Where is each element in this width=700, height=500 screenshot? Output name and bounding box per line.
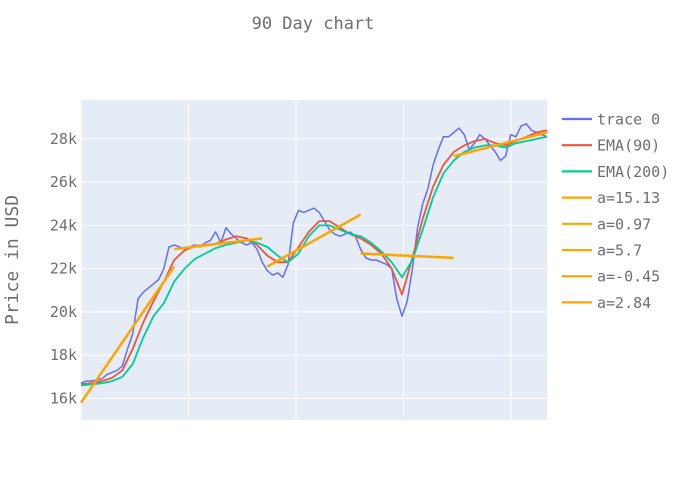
trend-lines-layer [79, 131, 548, 404]
legend-label[interactable]: a=15.13 [597, 189, 660, 207]
trend-line-5[interactable] [453, 131, 548, 158]
legend-label[interactable]: trace 0 [597, 111, 660, 129]
y-tick-label: 26k [50, 173, 77, 191]
legend-label[interactable]: a=5.7 [597, 242, 642, 260]
legend-label[interactable]: a=2.84 [597, 294, 651, 312]
trend-line-4[interactable] [360, 252, 454, 260]
y-tick-label: 18k [50, 346, 77, 364]
y-axis-ticks: 16k 18k 20k 22k 24k 26k 28k [50, 130, 77, 407]
legend: trace 0 EMA(90) EMA(200) a=15.13 a=0.97 a=5.7… [562, 111, 669, 312]
legend-label[interactable]: EMA(90) [597, 137, 660, 155]
series-line-ema200[interactable] [80, 135, 548, 387]
chart-title: 90 Day chart [252, 14, 375, 34]
y-tick-label: 22k [50, 260, 77, 278]
trend-line-3[interactable] [266, 213, 362, 268]
legend-label[interactable]: a=-0.45 [597, 268, 660, 286]
plot-area[interactable] [81, 100, 547, 420]
legend-label[interactable]: a=0.97 [597, 215, 651, 233]
trend-line-2[interactable] [174, 237, 263, 251]
y-tick-label: 20k [50, 303, 77, 321]
legend-label[interactable]: EMA(200) [597, 163, 669, 181]
y-tick-label: 24k [50, 216, 77, 234]
y-axis-title: Price in USD [2, 195, 23, 325]
y-tick-label: 16k [50, 389, 77, 407]
trend-line-1[interactable] [79, 265, 176, 404]
y-tick-label: 28k [50, 130, 77, 148]
